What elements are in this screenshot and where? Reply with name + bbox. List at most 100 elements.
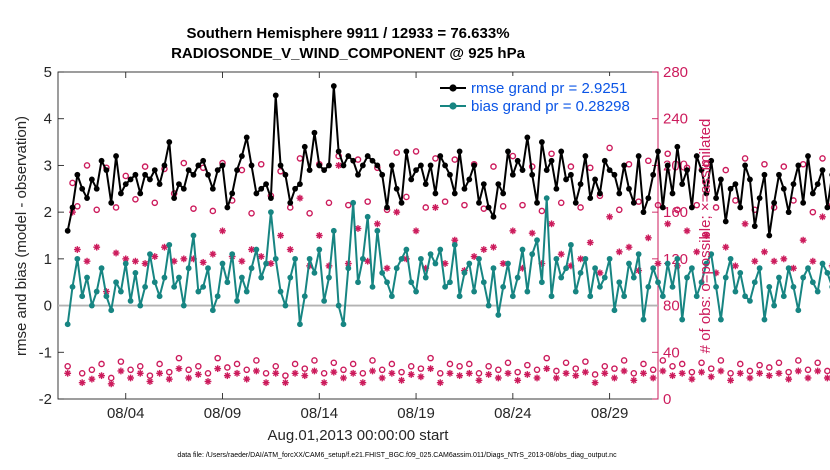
rmse-point xyxy=(466,176,473,183)
obs-assimilated-marker xyxy=(165,375,173,383)
rmse-point xyxy=(364,153,371,159)
bias-point xyxy=(234,298,240,304)
rmse-point xyxy=(190,171,197,178)
rmse-point xyxy=(113,153,119,159)
bias-line xyxy=(66,197,830,326)
rmse-point xyxy=(771,199,778,206)
obs-possible-marker xyxy=(141,163,149,170)
bias-point xyxy=(103,293,110,300)
bias-point xyxy=(684,274,690,281)
rmse-point xyxy=(805,153,811,159)
obs-assimilated-marker xyxy=(756,369,764,377)
obs-possible-marker xyxy=(282,372,289,379)
obs-possible-marker xyxy=(572,365,580,372)
obs-possible-marker xyxy=(601,362,609,370)
bias-point xyxy=(529,251,536,258)
rmse-point xyxy=(708,157,715,164)
obs-assimilated-marker xyxy=(678,369,686,377)
bias-point xyxy=(606,255,613,262)
rmse-point xyxy=(393,185,400,192)
bias-point xyxy=(553,255,560,262)
y-tick-label-left: -2 xyxy=(39,391,52,408)
obs-possible-marker xyxy=(611,365,618,372)
obs-assimilated-marker xyxy=(417,373,425,381)
bias-point xyxy=(456,293,463,300)
obs-possible-marker xyxy=(180,159,188,167)
rmse-point xyxy=(616,190,623,197)
obs-assimilated-marker xyxy=(809,257,817,265)
obs-assimilated-marker xyxy=(475,376,483,384)
obs-assimilated-marker xyxy=(543,365,551,373)
y-tick-label-right: 80 xyxy=(663,298,680,315)
rmse-point xyxy=(645,195,652,202)
rmse-point xyxy=(582,153,589,159)
bias-point xyxy=(118,288,124,295)
rmse-point xyxy=(180,185,187,192)
obs-possible-marker xyxy=(349,360,357,368)
bias-point xyxy=(451,241,458,248)
rmse-point xyxy=(137,190,144,197)
rmse-point xyxy=(534,199,540,206)
obs-possible-marker xyxy=(524,361,531,369)
bias-point xyxy=(727,255,734,262)
obs-possible-marker xyxy=(398,368,405,376)
rmse-point xyxy=(243,134,250,141)
rmse-point xyxy=(384,204,390,211)
obs-assimilated-marker xyxy=(572,372,580,380)
obs-assimilated-marker xyxy=(625,243,633,251)
obs-assimilated-marker xyxy=(780,255,788,263)
obs-assimilated-marker xyxy=(664,220,672,228)
obs-possible-marker xyxy=(253,357,260,364)
obs-possible-marker xyxy=(446,360,454,368)
rmse-point xyxy=(316,162,323,169)
rmse-point xyxy=(321,167,328,174)
bias-point xyxy=(108,307,115,314)
obs-possible-marker xyxy=(630,370,638,377)
obs-assimilated-marker xyxy=(654,260,662,267)
obs-possible-marker xyxy=(717,357,725,364)
bias-point xyxy=(713,283,719,290)
rmse-point xyxy=(703,190,710,197)
obs-possible-marker xyxy=(112,204,120,211)
bias-point xyxy=(345,265,352,272)
obs-assimilated-marker xyxy=(335,162,343,169)
obs-assimilated-marker xyxy=(693,248,701,256)
rmse-point xyxy=(761,171,768,178)
rmse-point xyxy=(635,153,642,159)
bias-point xyxy=(756,265,763,272)
obs-possible-marker xyxy=(553,367,560,375)
obs-assimilated-marker xyxy=(615,248,623,256)
bias-point xyxy=(442,283,448,290)
rmse-point xyxy=(301,143,308,150)
obs-assimilated-marker xyxy=(286,246,294,253)
bias-point xyxy=(698,279,705,286)
bias-point xyxy=(645,283,652,290)
obs-possible-marker xyxy=(707,365,715,372)
rmse-point xyxy=(248,162,255,169)
rmse-point xyxy=(88,176,95,183)
obs-assimilated-marker xyxy=(369,367,376,375)
rmse-point xyxy=(737,204,744,211)
data-file-footer: data file: /Users/raeder/DAI/ATM_forcXX/… xyxy=(177,452,617,459)
rmse-point xyxy=(282,171,289,178)
rmse-point xyxy=(524,134,531,141)
bias-point xyxy=(679,316,686,323)
rmse-point xyxy=(529,171,536,178)
obs-possible-marker xyxy=(712,204,720,211)
bias-point xyxy=(301,293,308,300)
obs-assimilated-marker xyxy=(88,375,96,383)
rmse-point xyxy=(93,185,100,192)
obs-possible-marker xyxy=(156,360,163,368)
rmse-point xyxy=(350,157,357,164)
bias-point xyxy=(635,251,642,258)
bias-point xyxy=(592,265,598,272)
rmse-point xyxy=(185,167,192,174)
bias-point xyxy=(306,255,313,262)
bias-point xyxy=(113,279,119,286)
bias-point xyxy=(340,321,347,328)
obs-possible-marker xyxy=(649,366,657,374)
rmse-point xyxy=(674,143,681,150)
rmse-point xyxy=(780,185,787,192)
y-axis-label-left: rmse and bias (model - observation) xyxy=(13,116,30,356)
